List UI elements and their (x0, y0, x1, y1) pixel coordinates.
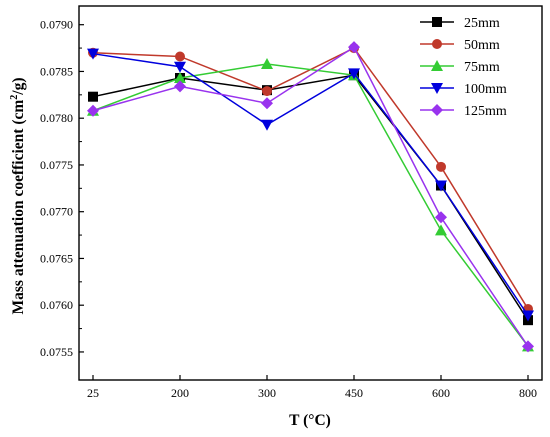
plot-border (78, 5, 543, 381)
data-point (348, 41, 360, 54)
y-tick-label: 0.0755 (40, 345, 73, 359)
series-line (92, 52, 529, 316)
x-tick-label: 200 (171, 386, 189, 400)
x-axis-title: T (°C) (289, 412, 331, 429)
y-tick-label: 0.0765 (40, 251, 73, 265)
legend-label: 125mm (464, 104, 507, 119)
y-tick-label: 0.0775 (40, 158, 73, 172)
y-axis: 0.0755 0.0760 0.0765 0.0770 0.0775 0.0780 0.07… (40, 18, 84, 359)
x-tick-label: 800 (519, 386, 537, 400)
x-tick-label: 25 (87, 386, 99, 400)
series-75mm (87, 57, 534, 352)
data-point (174, 61, 186, 73)
legend-item: 100mm (420, 82, 507, 97)
legend-item: 125mm (420, 104, 507, 119)
x-tick-label: 600 (432, 386, 450, 400)
data-point (87, 48, 99, 60)
legend-label: 100mm (464, 82, 507, 97)
x-tick-label: 450 (345, 386, 363, 400)
data-point (174, 80, 186, 93)
legend-marker (431, 83, 443, 94)
data-point (88, 91, 98, 102)
y-tick-label: 0.0770 (40, 205, 73, 219)
legend-marker (431, 104, 443, 116)
data-point (174, 71, 186, 83)
data-point (435, 224, 447, 236)
y-tick-label: 0.0790 (40, 18, 73, 32)
x-tick-label: 300 (258, 386, 276, 400)
data-point (262, 86, 272, 97)
data-point (522, 340, 534, 353)
y-tick-label: 0.0780 (40, 111, 73, 125)
series-line (92, 47, 529, 310)
x-axis: 25 200 300 450 600 800 (87, 375, 537, 400)
legend-item: 50mm (420, 38, 500, 53)
y-tick-label: 0.0760 (40, 298, 73, 312)
data-point (435, 180, 447, 192)
data-point (261, 119, 273, 131)
data-point (522, 310, 534, 322)
data-point (175, 51, 185, 62)
series-line (92, 63, 529, 347)
data-point (435, 211, 447, 224)
legend: 25mm 50mm 75mm 100mm 125mm (420, 16, 507, 119)
data-point (261, 57, 273, 69)
legend-marker (432, 39, 442, 49)
y-axis-title: Mass attenuation coefficient (cm2/g) (9, 77, 27, 314)
legend-label: 75mm (464, 60, 500, 75)
legend-label: 50mm (464, 38, 500, 53)
legend-item: 75mm (420, 60, 500, 75)
series-line (92, 74, 529, 321)
series-layer (87, 41, 534, 353)
plot-area (78, 5, 543, 381)
legend-item: 25mm (420, 16, 500, 31)
data-point (87, 104, 99, 117)
data-point (348, 68, 360, 80)
series-125mm (87, 41, 534, 353)
series-100mm (87, 48, 534, 322)
series-line (92, 46, 529, 347)
legend-marker (431, 60, 443, 71)
legend-marker (432, 17, 442, 27)
y-tick-label: 0.0785 (40, 64, 73, 78)
legend-label: 25mm (464, 16, 500, 31)
data-point (261, 97, 273, 110)
data-point (436, 161, 446, 172)
